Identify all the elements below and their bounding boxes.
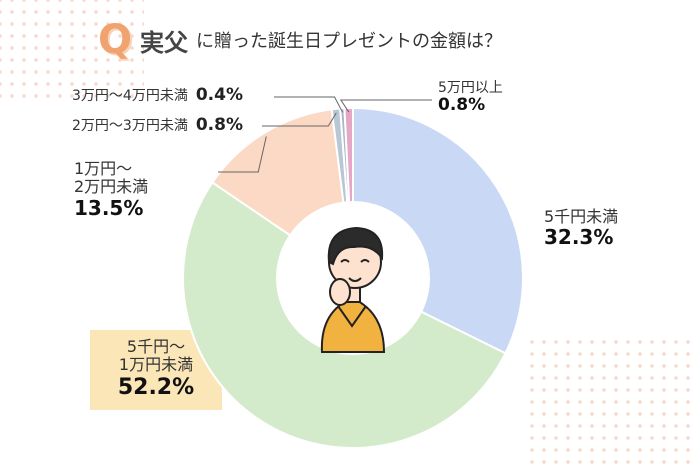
label-slice-3-percent: 13.5% <box>74 195 144 220</box>
title-subject: 実父 <box>140 28 189 57</box>
label-slice-4-percent: 0.8% <box>195 115 243 135</box>
label-slice-2-line-1: 5千円～ <box>126 337 186 356</box>
label-slice-2-percent: 52.2% <box>117 374 195 400</box>
label-slice-3-line-2: 2万円未満 <box>74 177 149 197</box>
label-slice-5-percent: 0.4% <box>195 85 243 105</box>
label-slice-5: 3万円～4万円未満 0.4% <box>72 85 243 106</box>
decorative-dots-top-left <box>0 0 144 104</box>
label-slice-4-category: 2万円～3万円未満 <box>72 118 188 134</box>
label-slice-6: 5万円以上 0.8% <box>438 80 503 116</box>
label-slice-4: 2万円～3万円未満 0.8% <box>72 115 243 136</box>
label-slice-1: 5千円未満 32.3% <box>544 207 619 250</box>
title-question: に贈った誕生日プレゼントの金額は？ <box>196 31 503 52</box>
label-slice-5-category: 3万円～4万円未満 <box>72 88 188 104</box>
q-badge: Q <box>98 17 133 63</box>
label-slice-1-category: 5千円未満 <box>544 207 619 226</box>
label-slice-3-line-1: 1万円～ <box>74 159 133 178</box>
label-slice-2-line-2: 1万円未満 <box>118 355 194 375</box>
leader-line-slice-5 <box>274 96 344 113</box>
leader-line-slice-6 <box>339 99 432 113</box>
label-slice-6-category: 5万円以上 <box>438 80 503 96</box>
label-slice-3: 1万円～ 2万円未満 13.5% <box>74 159 149 220</box>
label-slice-2: 5千円～ 1万円未満 52.2% <box>96 337 216 400</box>
decorative-dots-bottom-right <box>526 336 690 466</box>
label-slice-6-percent: 0.8% <box>438 95 486 116</box>
leader-line-slice-4 <box>262 112 337 127</box>
person-illustration <box>320 226 386 353</box>
chart-title: Q 実父 に贈った誕生日プレゼントの金額は？ <box>98 16 502 64</box>
leader-line-slice-3 <box>218 136 267 173</box>
label-slice-1-percent: 32.3% <box>544 225 614 250</box>
